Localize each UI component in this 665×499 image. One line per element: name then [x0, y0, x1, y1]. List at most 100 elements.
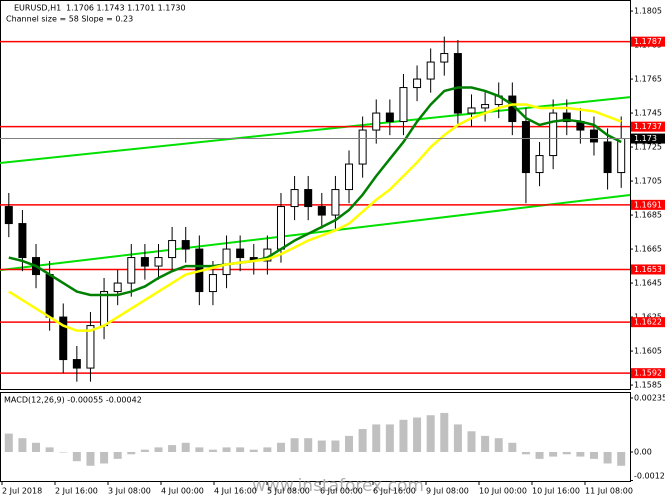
macd-bar [72, 451, 81, 462]
channel-line [0, 96, 631, 165]
moving-average [8, 86, 622, 297]
macd-bar [603, 451, 612, 464]
macd-bar [521, 451, 530, 455]
x-tick-label: 10 Jul 00:00 [479, 487, 527, 496]
moving-average [8, 103, 622, 332]
y-tick-label: 1.1805 [634, 7, 662, 16]
y-tick-label: 1.1765 [634, 75, 662, 84]
channel-line [0, 194, 631, 272]
candle-body [453, 53, 462, 114]
candle-body [331, 189, 340, 216]
x-tick-label: 10 Jul 16:00 [532, 487, 580, 496]
macd-bar [86, 451, 95, 466]
macd-bar [290, 438, 299, 452]
candle-body [426, 61, 435, 80]
subtitle: Channel size = 58 Slope = 0.23 [6, 15, 133, 24]
level-label-box [631, 368, 665, 379]
macd-bar [32, 442, 41, 452]
macd-bar [276, 442, 285, 452]
candle-body [222, 248, 231, 276]
candle-body [290, 189, 299, 208]
level-label-box [631, 317, 665, 328]
macd-bar [208, 449, 217, 452]
x-tick-label: 5 Jul 08:00 [267, 487, 310, 496]
y-tick-label: 1.1645 [634, 279, 662, 288]
macd-bar [154, 447, 163, 452]
candle-body [358, 129, 367, 165]
macd-bar [481, 435, 490, 452]
candle-body [72, 359, 81, 369]
macd-bar [617, 451, 626, 466]
candle-body [304, 189, 313, 208]
y-tick-label: 1.1725 [634, 143, 662, 152]
level-label-box [631, 264, 665, 275]
macd-bar [508, 442, 517, 452]
candle-body [481, 104, 490, 109]
candle-body [181, 240, 190, 250]
x-tick-label: 2 Jul 16:00 [55, 487, 98, 496]
y-tick-label: 1.1685 [634, 211, 662, 220]
y-tick-label: 1.1665 [634, 245, 662, 254]
candle-body [4, 206, 13, 225]
macd-bar [45, 447, 54, 452]
candle-body [45, 274, 54, 318]
watermark: www.instaforex.com [252, 476, 424, 496]
macd-bar [100, 451, 109, 464]
x-tick-label: 6 Jul 16:00 [373, 487, 416, 496]
macd-bar [304, 438, 313, 452]
candle-body [276, 206, 285, 250]
candle-body [467, 107, 476, 114]
macd-bar [576, 451, 585, 457]
macd-bar [453, 424, 462, 452]
candle-body [385, 112, 394, 123]
main-pane [0, 0, 631, 390]
x-tick-label: 3 Jul 08:00 [108, 487, 151, 496]
macd-bar [18, 438, 27, 452]
macd-bar [127, 451, 136, 455]
y-tick-label: 1.1585 [634, 381, 662, 390]
macd-bar [59, 451, 68, 453]
candle-body [562, 112, 571, 123]
ohlc-label: 1.1706 1.1743 1.1701 1.1730 [66, 4, 186, 13]
candle-body [127, 257, 136, 284]
macd-bar [195, 447, 204, 452]
macd-bar [168, 445, 177, 452]
y-tick-label: 1.1705 [634, 177, 662, 186]
macd-title: MACD(12,26,9) -0.00055 -0.00042 [4, 396, 142, 405]
x-tick-label: 2 Jul 2018 [2, 487, 42, 496]
candle-body [18, 223, 27, 259]
macd-bar [535, 451, 544, 459]
x-tick-label: 11 Jul 08:00 [585, 487, 633, 496]
candle-body [154, 257, 163, 267]
level-label: 1.1691 [634, 200, 662, 209]
candle-body [140, 257, 149, 267]
level-label-box [631, 36, 665, 47]
candle-body [113, 282, 122, 293]
macd-bar [140, 449, 149, 452]
macd-bar [426, 415, 435, 452]
level-label: 1.1592 [634, 369, 662, 378]
x-tick-label: 6 Jul 00:00 [320, 487, 363, 496]
macd-bar [494, 438, 503, 452]
macd-bar [263, 447, 272, 452]
candle-body [168, 240, 177, 259]
level-label: 1.1622 [634, 318, 662, 327]
y-tick-label: 1.1745 [634, 109, 662, 118]
chart-title: EURUSD,H1 [14, 4, 61, 13]
macd-bar [222, 447, 231, 452]
candle-body [617, 138, 626, 174]
candle-body [59, 316, 68, 361]
macd-bar [385, 424, 394, 452]
macd-bar [113, 451, 122, 459]
y-tick-label: 1.1605 [634, 347, 662, 356]
candle-body [372, 112, 381, 131]
level-label: 1.1737 [634, 122, 662, 131]
level-label: 1.1787 [634, 37, 662, 46]
candle-body [86, 325, 95, 369]
level-label-box [631, 199, 665, 210]
candle-body [100, 291, 109, 327]
candle-body [399, 87, 408, 123]
macd-pane [0, 392, 631, 482]
macd-bar [549, 451, 558, 457]
macd-bar [4, 433, 13, 452]
